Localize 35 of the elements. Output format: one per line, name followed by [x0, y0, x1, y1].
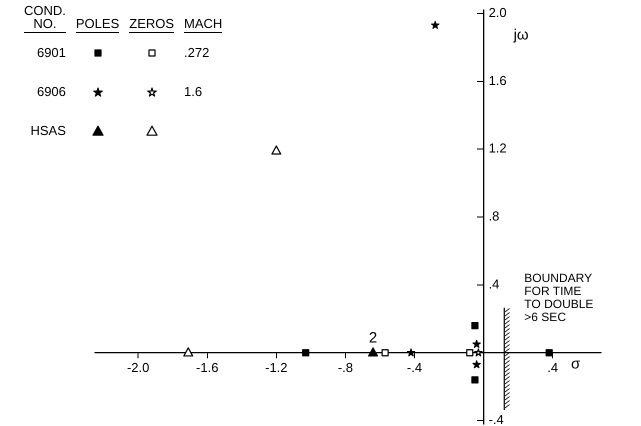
x-tick-label: -.8 [338, 360, 353, 376]
annotation: MACH [184, 4, 222, 33]
x-tick-label: -1.2 [265, 360, 288, 376]
point [471, 322, 479, 330]
y-tick-label: -.4 [488, 412, 504, 426]
y-tick-label: .8 [488, 208, 500, 224]
x-tick-label: -1.6 [196, 360, 218, 376]
point [431, 20, 440, 29]
annotation: POLES [76, 4, 120, 33]
annotation: ZEROS [129, 4, 174, 33]
y-tick-label: 2.0 [488, 4, 507, 20]
point [472, 340, 481, 348]
x-tick-label: -.4 [406, 360, 422, 376]
y-axis-title: jω [512, 26, 529, 44]
point [406, 348, 416, 356]
point [271, 145, 282, 155]
legend-label: 6906 [36, 83, 66, 101]
ref-line-label: BOUNDARY FOR TIME TO DOUBLE >6 SEC [524, 271, 594, 324]
x-tick-label: .4 [547, 360, 558, 376]
point [472, 360, 481, 368]
point [183, 347, 194, 357]
y-tick-label: 1.6 [488, 72, 507, 88]
point [546, 349, 553, 356]
legend-label: 6901 [36, 44, 66, 62]
x-axis-title: σ [571, 355, 581, 372]
y-tick-label: 1.2 [488, 140, 507, 156]
y-tick-label: .4 [488, 276, 500, 292]
legend-label: HSAS [29, 122, 66, 140]
annotation: 2 [368, 329, 378, 346]
point [471, 376, 479, 384]
legend-title: COND. NO. [24, 3, 66, 33]
annotation: .272 [184, 44, 210, 62]
point [302, 349, 310, 356]
x-tick-label: -2.0 [126, 360, 150, 376]
annotation: 1.6 [184, 83, 204, 101]
